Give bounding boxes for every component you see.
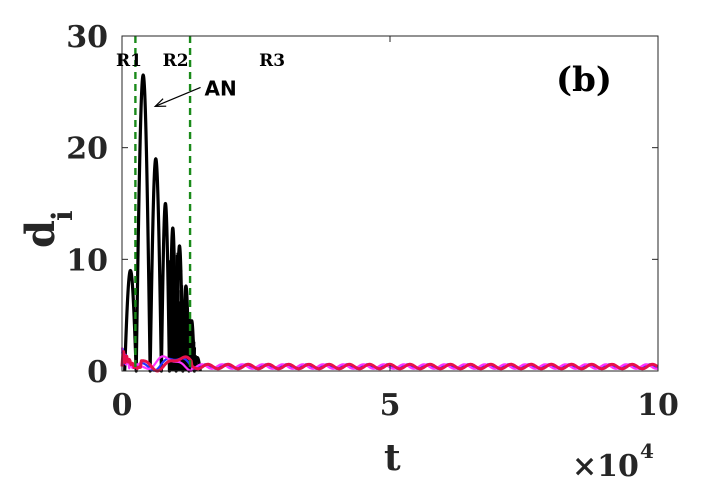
plot-area xyxy=(122,36,658,371)
panel-label: (b) xyxy=(556,60,612,100)
y-tick-label-0: 0 xyxy=(87,355,108,390)
annotation-arrow-shaft xyxy=(155,86,201,107)
region-label-r2: R2 xyxy=(163,51,189,71)
y-axis-label: d xyxy=(17,220,64,248)
tick-layer: 0 5 10 0 10 20 30 xyxy=(66,20,679,423)
region-label-r3: R3 xyxy=(259,51,285,71)
y-axis-label-subscript: i xyxy=(46,210,79,221)
x-axis-label: t xyxy=(384,437,401,479)
annotation-label: AN xyxy=(205,76,237,100)
x-multiplier-label: ×10 xyxy=(572,449,639,484)
y-tick-label-2: 20 xyxy=(66,132,108,167)
x-tick-label-1: 5 xyxy=(380,388,401,423)
annotation-arrow-head xyxy=(153,98,167,107)
x-multiplier-exponent: 4 xyxy=(640,439,654,463)
x-tick-label-0: 0 xyxy=(112,388,133,423)
series-red-line xyxy=(120,350,659,373)
series-black-line xyxy=(123,73,202,373)
vline-layer xyxy=(134,36,192,371)
y-tick-label-1: 10 xyxy=(66,243,108,278)
region-label-r1: R1 xyxy=(116,51,142,71)
x-tick-label-2: 10 xyxy=(637,388,679,423)
annotation-arrow xyxy=(153,86,201,107)
y-tick-label-3: 30 xyxy=(66,20,108,55)
